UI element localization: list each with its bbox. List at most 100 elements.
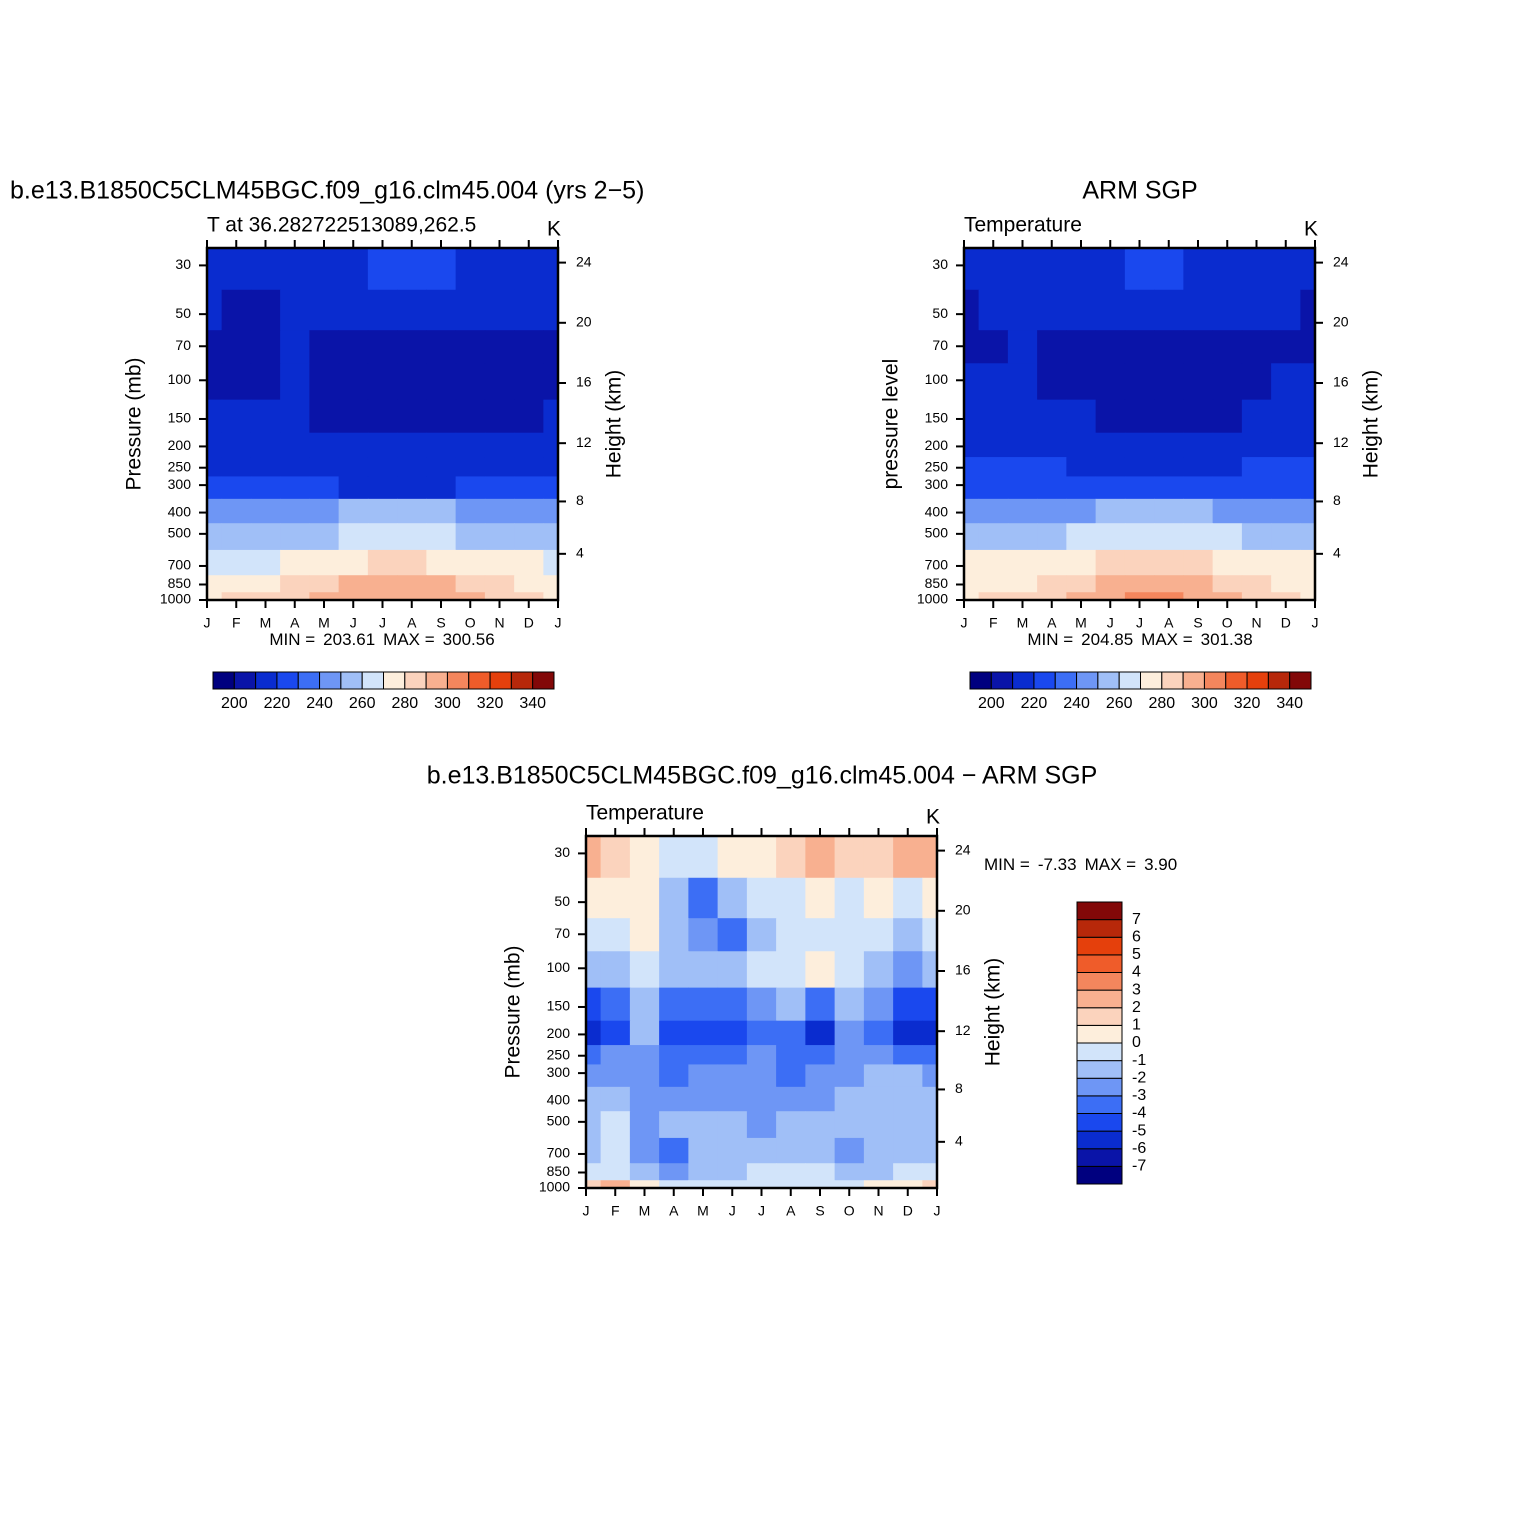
y-tick-label: 50 [175, 305, 191, 321]
contour-cell [776, 951, 806, 989]
contour-cell [834, 987, 865, 1022]
contour-cell [1212, 363, 1243, 401]
contour-cell [1183, 363, 1214, 401]
contour-cell [805, 1045, 836, 1065]
contour-cell [1271, 248, 1301, 291]
contour-cell [338, 575, 369, 593]
y-tick-label: 250 [168, 458, 192, 474]
contour-cell [1095, 549, 1126, 576]
contour-cell [543, 476, 559, 500]
contour-cell [776, 1137, 806, 1164]
contour-cell [746, 1137, 777, 1164]
contour-cell [746, 1086, 777, 1112]
contour-cell [922, 1086, 938, 1112]
contour-cell [922, 1137, 938, 1164]
contour-cell [484, 399, 515, 434]
contour-cell [978, 592, 1009, 601]
contour-cell [776, 1163, 806, 1181]
contour-cell [250, 476, 281, 500]
chart-title: b.e13.B1850C5CLM45BGC.f09_g16.clm45.004 … [10, 177, 644, 205]
y2-tick-label: 8 [576, 492, 584, 508]
contour-cell [280, 363, 310, 401]
x-tick-label: N [1251, 615, 1261, 631]
contour-cell [397, 248, 427, 291]
contour-cell [600, 1137, 631, 1164]
y2-tick-label: 4 [576, 545, 584, 561]
colorbar-box [255, 671, 278, 690]
colorbar-box [1076, 1024, 1123, 1044]
contour-cell [1271, 399, 1301, 434]
contour-cell [978, 498, 1009, 524]
y-tick-label: 200 [168, 437, 192, 453]
y-tick-label: 100 [925, 371, 949, 387]
contour-cell [309, 549, 340, 576]
contour-cell [1300, 330, 1316, 364]
contour-cell [1212, 457, 1243, 477]
contour-cell [1154, 476, 1184, 500]
colorbar-box [990, 671, 1014, 690]
contour-cell [1300, 289, 1316, 331]
contour-cell [964, 248, 980, 291]
contour-cell [688, 1020, 719, 1046]
contour-cell [250, 330, 281, 364]
y-tick-label: 250 [547, 1046, 571, 1062]
contour-cell [805, 1020, 836, 1046]
contour-cell [221, 549, 252, 576]
colorbar-box [1076, 1077, 1123, 1097]
contour-cell [221, 399, 252, 434]
contour-cell [629, 918, 660, 952]
contour-cell [1271, 363, 1301, 401]
y-tick-label: 150 [547, 998, 571, 1014]
contour-cell [1007, 457, 1038, 477]
contour-cell [1241, 549, 1272, 576]
contour-cell [207, 289, 223, 331]
max-label: MAX = [1141, 630, 1193, 649]
colorbar-box [404, 671, 427, 690]
contour-cell [221, 498, 252, 524]
colorbar-label: 280 [391, 695, 418, 712]
contour-cell [922, 877, 938, 919]
contour-cell [338, 476, 369, 500]
contour-cell [309, 498, 340, 524]
contour-cell [1007, 498, 1038, 524]
x-tick-label: O [844, 1203, 855, 1219]
y-tick-label: 100 [168, 371, 192, 387]
contour-cell [1066, 549, 1097, 576]
y-tick-label: 70 [932, 337, 948, 353]
contour-cell [600, 951, 631, 989]
max-label: MAX = [1085, 855, 1137, 874]
contour-cell [1154, 592, 1184, 601]
contour-cell [484, 248, 515, 291]
contour-cell [221, 432, 252, 458]
units-label: K [926, 806, 940, 829]
contour-cell [1037, 363, 1067, 401]
contour-cell [221, 575, 252, 593]
y-tick-label: 850 [547, 1163, 571, 1179]
colorbar-box [1161, 671, 1184, 690]
contour-cell [543, 330, 559, 364]
contour-cell [514, 457, 544, 477]
contour-cell [746, 918, 777, 952]
contour-cell [338, 549, 369, 576]
contour-cell [338, 523, 369, 551]
contour-cell [1241, 457, 1272, 477]
x-tick-label: M [639, 1203, 651, 1219]
contour-cell [805, 1086, 836, 1112]
contour-cell [280, 432, 310, 458]
contour-cell [1241, 399, 1272, 434]
contour-cell [1241, 248, 1272, 291]
contour-cell [207, 457, 223, 477]
contour-cell [1007, 549, 1038, 576]
contour-cell [978, 432, 1009, 458]
colorbar-box [297, 671, 321, 690]
contour-cell [659, 1045, 689, 1065]
contour-cell [1154, 248, 1184, 291]
contour-cell [280, 248, 310, 291]
y-tick-label: 400 [547, 1091, 571, 1107]
contour-cell [1271, 575, 1301, 593]
contour-cell [600, 836, 631, 879]
contour-cell [1066, 399, 1097, 434]
contour-cell [338, 363, 369, 401]
y-tick-label: 200 [547, 1025, 571, 1041]
